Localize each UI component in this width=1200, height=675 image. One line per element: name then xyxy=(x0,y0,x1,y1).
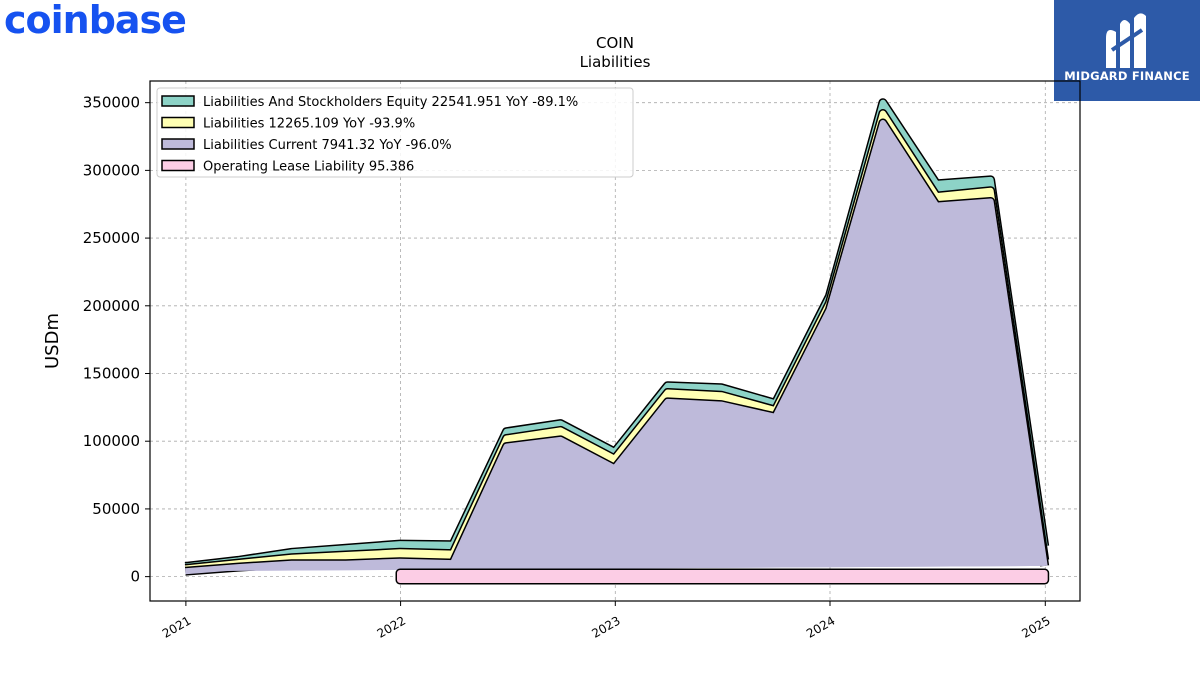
y-tick-label: 300000 xyxy=(83,161,140,179)
midgard-finance-label: MIDGARD FINANCE xyxy=(1064,69,1190,83)
legend-box xyxy=(156,87,634,178)
y-tick-label: 350000 xyxy=(83,94,140,112)
legend-entry: Liabilities Current 7941.32 YoY -96.0% xyxy=(203,138,452,153)
x-tick-label: 2025 xyxy=(1019,613,1052,640)
chart-subtitle: Liabilities xyxy=(580,53,651,71)
series-area-2 xyxy=(185,120,1048,575)
legend-swatch xyxy=(161,138,195,150)
legend-swatch xyxy=(161,116,195,129)
y-tick-label: 0 xyxy=(130,568,140,586)
y-tick-label: 150000 xyxy=(83,365,140,383)
y-tick-label: 50000 xyxy=(92,500,140,518)
legend-entry: Liabilities 12265.109 YoY -93.9% xyxy=(203,117,415,132)
series-area-3 xyxy=(397,569,1048,583)
midgard-m-icon xyxy=(1106,13,1146,68)
y-tick-label: 200000 xyxy=(83,297,140,315)
legend-entry: Liabilities And Stockholders Equity 2254… xyxy=(203,95,578,110)
legend-swatch xyxy=(161,159,195,172)
x-tick-label: 2021 xyxy=(160,613,193,640)
midgard-finance-logo: MIDGARD FINANCE xyxy=(1054,0,1200,101)
y-axis-label: USDm xyxy=(42,313,63,369)
x-tick-label: 2023 xyxy=(589,613,622,640)
x-tick-label: 2022 xyxy=(375,613,408,640)
series-areas xyxy=(184,98,1050,585)
y-tick-label: 250000 xyxy=(83,229,140,247)
y-tick-label: 100000 xyxy=(83,432,140,450)
legend: Liabilities And Stockholders Equity 2254… xyxy=(156,87,634,178)
legend-swatch xyxy=(161,95,195,107)
chart-title: COIN xyxy=(596,34,634,52)
x-tick-label: 2024 xyxy=(804,613,837,640)
coinbase-logo: coinbase xyxy=(4,0,187,42)
legend-entry: Operating Lease Liability 95.386 xyxy=(203,160,414,175)
